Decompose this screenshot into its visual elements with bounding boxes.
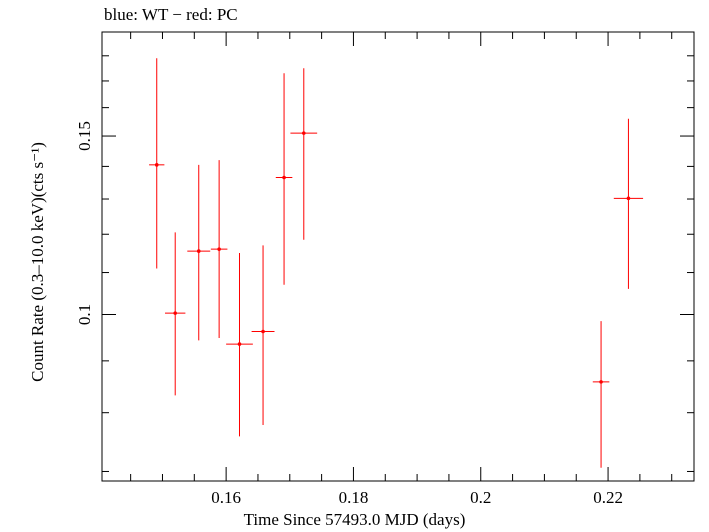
point-marker [282,175,286,180]
data-point [226,252,253,437]
x-tick-label: 0.16 [211,488,241,507]
data-point [210,160,228,338]
x-axis-label: Time Since 57493.0 MJD (days) [243,510,466,529]
point-marker [301,131,306,135]
point-marker [217,247,221,251]
point-marker [626,196,631,201]
x-tick-label: 0.22 [593,488,623,507]
point-marker [173,311,178,315]
data-points [149,58,644,468]
x-tick-label: 0.18 [339,488,369,507]
data-point [592,321,610,468]
data-point [290,68,318,240]
y-tick-label: 0.1 [75,304,94,325]
data-point [251,245,275,425]
point-marker [196,249,201,253]
data-point [187,164,211,341]
x-tick-label: 0.2 [470,488,491,507]
point-marker [154,163,159,167]
data-point [613,118,644,289]
data-point [149,58,165,269]
point-marker [237,342,242,346]
axis-ticks: 0.16 0.18 0.2 0.22 0.1 0.15 [75,31,694,507]
plot-frame [101,31,695,482]
data-point [165,232,186,396]
chart-title: blue: WT − red: PC [104,5,238,24]
data-point [275,73,293,285]
point-marker [261,329,265,334]
y-tick-label: 0.15 [75,121,94,151]
y-axis-label: Count Rate (0.3–10.0 keV)(cts s⁻¹) [28,142,47,382]
point-marker [599,380,603,384]
